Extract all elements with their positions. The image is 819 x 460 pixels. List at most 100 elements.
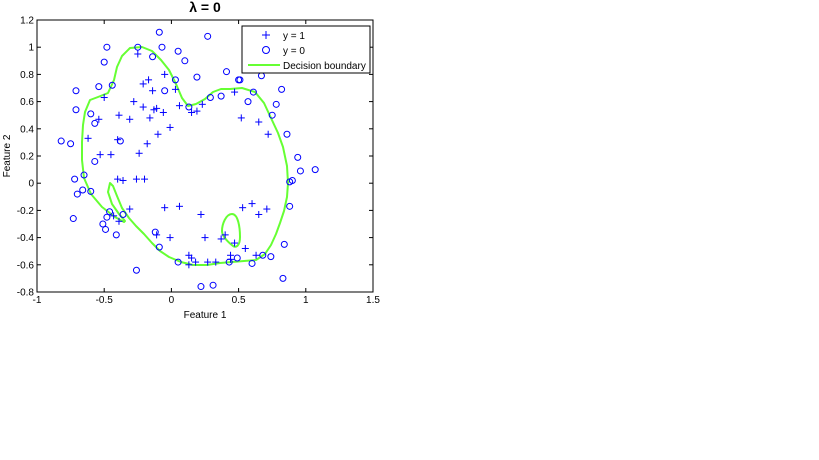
- point-y0-2: [95, 83, 103, 91]
- point-y0-49: [286, 202, 294, 210]
- point-y0-20: [108, 81, 116, 89]
- point-y0-13: [87, 187, 95, 195]
- point-y1-44: [263, 205, 271, 213]
- point-y1-26: [114, 175, 122, 183]
- point-y0-43: [283, 130, 291, 138]
- point-y1-18: [84, 134, 92, 142]
- point-y0-51: [267, 253, 275, 261]
- point-y0-46: [311, 166, 319, 174]
- point-y0-6: [57, 137, 65, 145]
- point-y0-55: [233, 254, 241, 262]
- point-y1-54: [221, 231, 229, 239]
- point-y1-59: [146, 114, 154, 122]
- point-y0-53: [248, 259, 256, 267]
- point-y0-3: [87, 110, 95, 118]
- point-y0-11: [91, 157, 99, 165]
- point-y1-51: [192, 258, 200, 266]
- point-y1-29: [141, 175, 149, 183]
- point-y1-11: [188, 108, 196, 116]
- chart-title: λ = 0: [189, 0, 221, 15]
- point-y0-1: [100, 58, 108, 66]
- decision-boundary-island: [220, 212, 242, 248]
- point-y0-37: [244, 98, 252, 106]
- point-y0-65: [103, 213, 111, 221]
- point-y1-2: [145, 76, 153, 84]
- axis-ticks: [36, 19, 374, 293]
- point-y1-17: [126, 115, 134, 123]
- point-y0-59: [174, 258, 182, 266]
- point-y0-28: [181, 57, 189, 65]
- point-y0-40: [268, 111, 276, 119]
- point-y0-47: [288, 176, 296, 184]
- x-tick-label-0: -1: [33, 295, 42, 306]
- point-y0-10: [91, 119, 99, 127]
- point-y1-36: [166, 234, 174, 242]
- point-y1-9: [153, 104, 161, 112]
- x-tick-label-4: 1: [303, 295, 309, 306]
- point-y0-42: [272, 100, 280, 108]
- point-y0-52: [279, 274, 287, 282]
- point-y1-27: [119, 176, 127, 184]
- point-y0-38: [249, 88, 257, 96]
- y-tick-label-4: 0: [28, 179, 34, 190]
- point-y0-33: [217, 92, 225, 100]
- point-y0-32: [206, 94, 214, 102]
- point-y1-13: [198, 100, 206, 108]
- point-y1-58: [264, 130, 272, 138]
- point-y0-19: [99, 220, 107, 228]
- point-y0-4: [72, 106, 80, 114]
- point-y0-24: [158, 43, 166, 51]
- point-y0-62: [132, 266, 140, 274]
- point-y1-22: [135, 149, 143, 157]
- point-y1-25: [159, 108, 167, 116]
- point-y1-39: [197, 210, 205, 218]
- point-y1-28: [132, 175, 140, 183]
- point-y0-9: [80, 171, 88, 179]
- point-y1-15: [95, 115, 103, 123]
- point-y0-50: [280, 240, 288, 248]
- point-y1-38: [204, 258, 212, 266]
- legend-label-y0: y = 0: [283, 46, 305, 57]
- point-y1-32: [115, 217, 123, 225]
- point-y0-54: [259, 251, 267, 259]
- point-y1-23: [154, 130, 162, 138]
- point-y1-57: [255, 118, 263, 126]
- x-tick-labels: -1 -0.5 0 0.5 1 1.5: [33, 295, 381, 306]
- point-y1-34: [175, 202, 183, 210]
- point-y1-35: [153, 231, 161, 239]
- point-y0-22: [155, 28, 163, 36]
- point-y1-56: [237, 114, 245, 122]
- y-tick-label-1: -0.6: [17, 260, 35, 271]
- point-y0-21: [134, 43, 142, 51]
- point-y0-7: [67, 140, 75, 148]
- y-tick-labels: -0.8 -0.6 -0.4 -0.2 0 0.2 0.4 0.6 0.8 1 1.2: [17, 16, 35, 299]
- y-tick-label-0: -0.8: [17, 288, 35, 299]
- point-y0-60: [155, 243, 163, 251]
- point-y0-5: [72, 87, 80, 95]
- point-y0-18: [102, 225, 110, 233]
- point-y1-12: [193, 107, 201, 115]
- y-tick-label-5: 0.2: [20, 152, 34, 163]
- point-y0-15: [69, 215, 77, 223]
- x-tick-label-2: 0: [169, 295, 175, 306]
- point-y1-41: [231, 239, 239, 247]
- point-y1-52: [201, 234, 209, 242]
- point-y0-57: [209, 281, 217, 289]
- point-y1-10: [175, 102, 183, 110]
- y-tick-label-8: 0.8: [20, 70, 34, 81]
- point-y1-31: [110, 212, 118, 220]
- point-y0-23: [149, 53, 157, 61]
- x-tick-label-1: -0.5: [96, 295, 114, 306]
- point-y1-43: [252, 251, 260, 259]
- y-tick-label-7: 0.6: [20, 97, 34, 108]
- legend-label-y1: y = 1: [283, 31, 305, 42]
- x-axis-label: Feature 1: [184, 310, 227, 321]
- point-y1-49: [227, 255, 235, 263]
- point-y0-45: [296, 167, 304, 175]
- point-y1-50: [185, 261, 193, 269]
- point-y0-36: [236, 76, 244, 84]
- point-y0-63: [106, 208, 114, 216]
- point-y0-34: [223, 68, 231, 76]
- point-y0-29: [204, 32, 212, 40]
